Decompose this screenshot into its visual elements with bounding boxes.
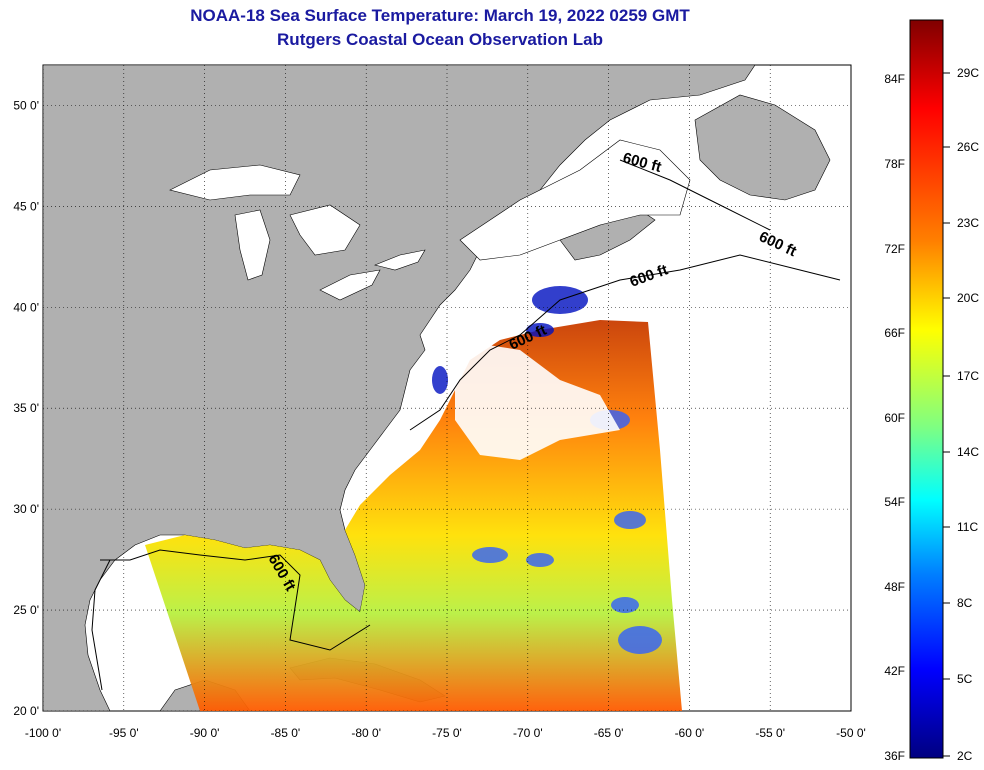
lon-tick-label: -95 0' — [109, 726, 139, 740]
cloud-areas — [455, 340, 620, 460]
lon-tick-label: -90 0' — [190, 726, 220, 740]
lon-tick-label: -80 0' — [351, 726, 381, 740]
colorbar-f-label: 36F — [884, 749, 905, 763]
colorbar-f-label: 84F — [884, 72, 905, 86]
colorbar-f-label: 66F — [884, 326, 905, 340]
lon-tick-label: -55 0' — [755, 726, 785, 740]
colorbar-f-label: 78F — [884, 157, 905, 171]
longitude-ticks: -100 0' -95 0' -90 0' -85 0' -80 0' -75 0' -70… — [25, 726, 866, 740]
st-lawrence — [459, 139, 691, 261]
map-subtitle: Rutgers Coastal Ocean Observation Lab — [277, 30, 603, 49]
colorbar-f-label: 54F — [884, 495, 905, 509]
colorbar-c-label: 11C — [957, 520, 978, 534]
latitude-ticks: 20 0' 25 0' 30 0' 35 0' 40 0' 45 0' 50 0' — [13, 98, 39, 718]
land-newfoundland — [694, 94, 831, 201]
colorbar-c-label: 5C — [957, 672, 973, 686]
lat-tick-label: 20 0' — [13, 704, 39, 718]
lon-tick-label: -50 0' — [836, 726, 866, 740]
lon-tick-label: -60 0' — [675, 726, 705, 740]
lat-tick-label: 50 0' — [13, 98, 39, 112]
lat-tick-label: 35 0' — [13, 401, 39, 415]
lon-tick-label: -75 0' — [432, 726, 462, 740]
colorbar-c-label: 2C — [957, 749, 973, 763]
colorbar-f-label: 60F — [884, 411, 905, 425]
grid-lines — [42, 65, 852, 712]
map-title: NOAA-18 Sea Surface Temperature: March 1… — [190, 6, 690, 25]
lon-tick-label: -70 0' — [513, 726, 543, 740]
colorbar-c-label: 29C — [957, 66, 979, 80]
colorbar-c-label: 14C — [957, 445, 979, 459]
colorbar-f-label: 72F — [884, 242, 905, 256]
great-lakes — [169, 164, 426, 301]
colorbar-c-label: 23C — [957, 216, 979, 230]
colorbar-c-label: 20C — [957, 291, 979, 305]
colorbar-c-label: 8C — [957, 596, 973, 610]
lon-tick-label: -100 0' — [25, 726, 61, 740]
colorbar-c-label: 26C — [957, 140, 979, 154]
lat-tick-label: 25 0' — [13, 603, 39, 617]
lon-tick-label: -85 0' — [271, 726, 301, 740]
lon-tick-label: -65 0' — [594, 726, 624, 740]
colorbar-c-label: 17C — [957, 369, 979, 383]
colorbar-f-label: 42F — [884, 664, 905, 678]
lat-tick-label: 45 0' — [13, 199, 39, 213]
colorbar — [909, 19, 944, 759]
cold-patches — [432, 286, 662, 654]
lat-tick-label: 30 0' — [13, 502, 39, 516]
lat-tick-label: 40 0' — [13, 300, 39, 314]
contour-600ft — [91, 159, 841, 691]
colorbar-f-label: 48F — [884, 580, 905, 594]
colorbar-fahrenheit-labels: 84F 78F 72F 66F 60F 54F 48F 42F 36F — [884, 72, 905, 763]
colorbar-celsius-labels: 29C 26C 23C 20C 17C 14C 11C 8C 5C 2C — [943, 66, 979, 763]
